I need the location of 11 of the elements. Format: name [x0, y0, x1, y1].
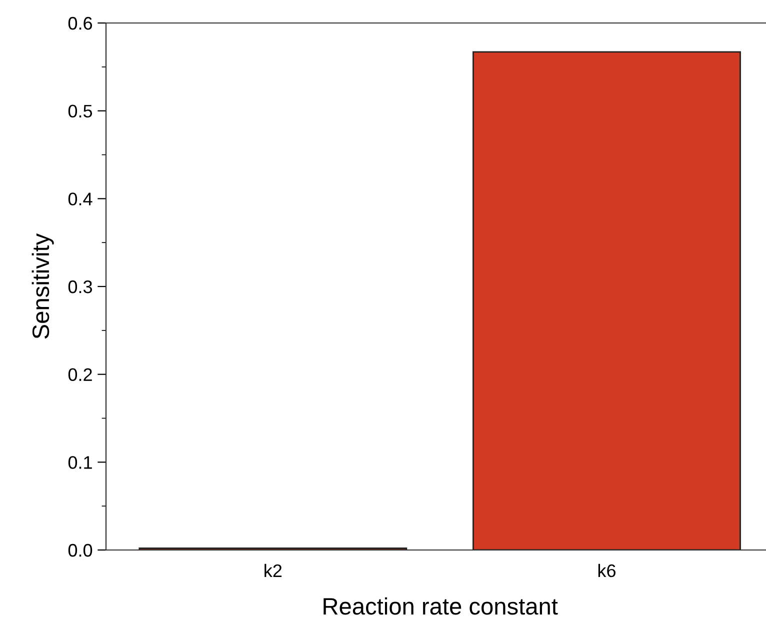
y-tick-label: 0.1: [68, 456, 92, 469]
x-tick-label: k6: [598, 564, 616, 578]
y-tick-label: 0.2: [68, 368, 92, 382]
x-axis-title: Reaction rate constant: [324, 597, 558, 615]
y-tick-label: 0.0: [68, 544, 92, 557]
y-tick-label: 0.3: [68, 280, 92, 294]
y-tick-label: 0.5: [68, 104, 92, 118]
y-tick-label: 0.6: [68, 16, 92, 30]
x-tick-label: k2: [264, 564, 282, 577]
y-tick-label: 0.4: [68, 192, 92, 206]
y-axis-title: Sensitivity: [32, 233, 54, 339]
